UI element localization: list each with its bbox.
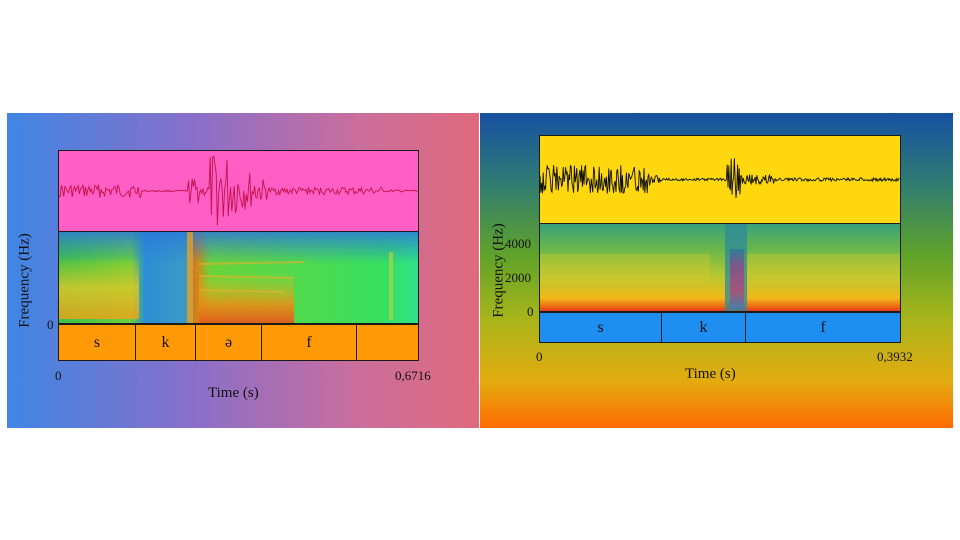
right-spectrogram-image [540, 224, 900, 311]
left-time-start: 0 [55, 368, 62, 383]
left-spectrogram [58, 232, 419, 324]
right-waveform-trace [540, 158, 900, 199]
right-frequency-tick-2000: 2000 [505, 270, 531, 285]
left-spectrogram-image [59, 232, 418, 323]
right-segment-tier: s k f [539, 312, 901, 343]
right-frequency-tick-4000: 4000 [505, 236, 531, 251]
left-time-axis-label: Time (s) [208, 385, 259, 401]
right-segment-k: k [662, 313, 746, 342]
left-segment-f: f [262, 325, 357, 360]
right-panel: s k f Frequency (Hz) 4000 2000 0 0 0,393… [480, 113, 953, 428]
right-spectrogram [539, 224, 901, 312]
left-panel: s k ə f Frequency (Hz) 0 0 0,6716 Time (… [7, 113, 479, 428]
left-segment-schwa: ə [196, 325, 262, 360]
left-segment-k: k [136, 325, 196, 360]
right-time-axis-label: Time (s) [685, 366, 736, 382]
right-time-start: 0 [536, 349, 543, 364]
right-segment-f: f [820, 318, 826, 336]
right-waveform [539, 135, 901, 224]
right-frequency-tick-0: 0 [527, 304, 534, 319]
right-time-end: 0,3932 [877, 349, 913, 364]
left-frequency-axis-label: Frequency (Hz) [16, 233, 33, 328]
left-segment-empty [357, 325, 418, 360]
left-waveform-trace [59, 155, 418, 226]
left-time-end: 0,6716 [395, 368, 431, 383]
left-segment-tier: s k ə f [58, 324, 419, 361]
left-segment-s: s [59, 325, 136, 360]
right-segment-s: s [540, 313, 662, 342]
left-frequency-tick-0: 0 [47, 317, 54, 332]
left-waveform [58, 150, 419, 232]
